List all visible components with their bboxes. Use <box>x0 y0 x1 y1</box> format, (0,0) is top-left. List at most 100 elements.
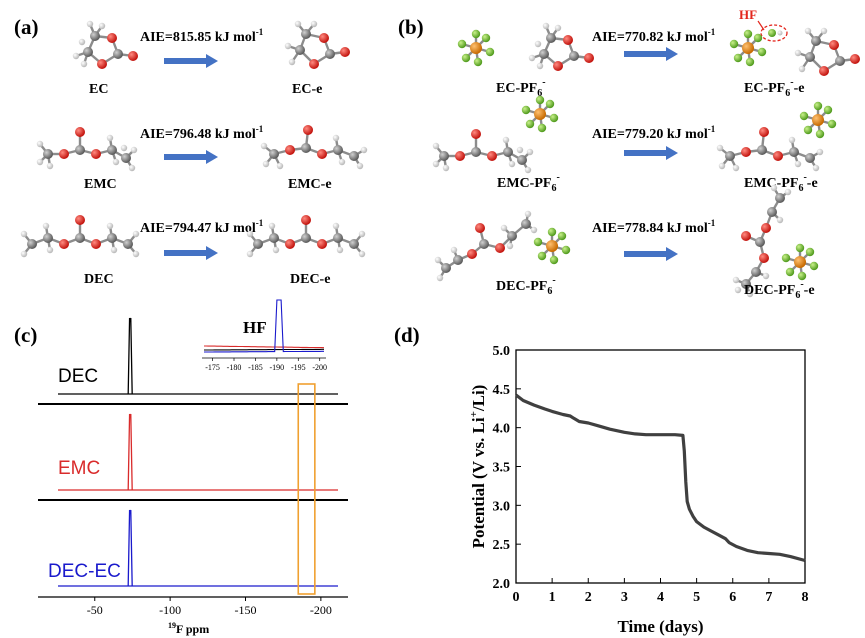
x-tick-label: 1 <box>549 590 556 605</box>
mol-dec-atom-h <box>110 246 118 254</box>
mol-emc-e-atom-o <box>317 149 327 159</box>
mol-dec <box>20 215 140 258</box>
pf6-emc-e-atom-f <box>799 111 809 121</box>
nmr-x-tick-label: -200 <box>310 603 332 617</box>
mol-dec-pf6-atom-o <box>495 243 505 253</box>
mol-ec-e-atom-o <box>309 59 319 69</box>
mol-emc-pf6-atom-h <box>432 160 440 168</box>
mol-emc-pf6-atom-h <box>524 166 532 174</box>
arrow-emc-pf6 <box>624 146 678 160</box>
x-tick-label: 3 <box>621 590 628 605</box>
y-tick-label: 5.0 <box>493 344 511 359</box>
mol-dec-atom-h <box>20 230 28 238</box>
mol-dec-pf6-e-atom-h <box>770 184 778 192</box>
pf6-dec-e-atom-p <box>794 256 806 268</box>
mol-dec-e-atom-h <box>332 222 340 230</box>
nmr-series-label: DEC-EC <box>48 561 121 582</box>
mol-emc-pf6-atom-o <box>455 151 465 161</box>
mol-dec-e-atom-c <box>253 239 263 249</box>
mol-dec-atom-h <box>132 250 140 258</box>
mol-ec-e-atom-o <box>340 47 350 57</box>
mol-emc-pf6-e-atom-h <box>716 144 724 152</box>
mol-dec-pf6-e-atom-h <box>746 290 754 298</box>
x-tick-label: 2 <box>585 590 592 605</box>
mol-ec-atom-h <box>86 20 94 28</box>
nmr-peak <box>127 317 133 395</box>
pf6-ec-atom-f <box>485 47 495 57</box>
mol-emc-atom-h <box>112 158 120 166</box>
mol-dec-e-atom-h <box>246 230 254 238</box>
mol-dec-pf6-atom-c <box>521 219 531 229</box>
mol-dec-atom-h <box>42 222 50 230</box>
hf-label: HF <box>739 7 757 22</box>
mol-dec-pf6-e-atom-c <box>755 237 765 247</box>
mol-emc-e-atom-c <box>349 151 359 161</box>
mol-emc-atom-o <box>59 149 69 159</box>
mol-emc-pf6-atom-c <box>439 151 449 161</box>
hf-highlight-ring <box>760 24 788 42</box>
x-tick-label: 8 <box>802 590 809 605</box>
mol-emc-atom-h <box>46 162 54 170</box>
pf6-dec-e <box>781 243 819 281</box>
mol-ec-pf6-label: EC-PF6- <box>496 77 546 99</box>
mol-emc-pf6-atom-h <box>526 148 534 156</box>
pf6-dec-e-atom-f <box>797 271 807 281</box>
mol-ec-pf6-e-atom-c <box>805 52 815 62</box>
inset-trace <box>204 348 324 351</box>
mol-emc-pf6-e-atom-h <box>732 164 740 172</box>
panel-c-label: (c) <box>14 323 37 347</box>
mol-dec-pf6-atom-o <box>475 223 485 233</box>
pf6-emc-e-atom-f <box>813 101 823 111</box>
mol-dec-pf6-e-atom-o <box>741 231 751 241</box>
x-tick-label: 6 <box>729 590 736 605</box>
mol-emc-e-atom-h <box>356 162 364 170</box>
mol-ec-atom-c <box>113 49 123 59</box>
mol-ec-pf6-atom-c <box>546 33 556 43</box>
mol-ec-e-atom-h <box>310 20 318 28</box>
mol-dec-e-atom-c <box>333 233 343 243</box>
mol-ec-pf6-atom-c <box>539 49 549 59</box>
mol-ec-e-atom-h <box>288 58 296 66</box>
y-axis-title: Potential (V vs. Li+/Li) <box>468 385 488 549</box>
x-tick-label: 0 <box>513 590 520 605</box>
mol-dec-pf6-e-atom-c <box>775 193 785 203</box>
mol-dec-e-atom-c <box>269 233 279 243</box>
mol-emc-pf6-atom-h <box>432 142 440 150</box>
mol-emc-pf6-atom-c <box>517 155 527 165</box>
inset-trace <box>204 345 325 349</box>
mol-ec-label: EC <box>89 82 108 97</box>
pf6-dec-atom-f <box>533 237 543 247</box>
mol-ec-pf6-atom-o <box>563 35 573 45</box>
mol-emc-atom-o <box>75 127 85 137</box>
mol-emc-pf6-e-atom-o <box>773 151 783 161</box>
pf6-ec-atom-f <box>471 29 481 39</box>
mol-dec-e-atom-h <box>358 230 366 238</box>
nmr-x-tick-label: -100 <box>159 603 181 617</box>
pf6-dec-e-atom-f <box>809 261 819 271</box>
pf6-ec-atom-f <box>481 33 491 43</box>
mol-dec-pf6-atom-c <box>479 239 489 249</box>
hf-hydrogen-atom <box>777 30 783 36</box>
pf6-ec-e-atom-f <box>743 29 753 39</box>
mol-ec-pf6-e-atom-h <box>794 49 802 57</box>
pf6-ec-atom-f <box>461 53 471 63</box>
mol-dec-pf6-e-atom-c <box>751 267 761 277</box>
mol-ec-e-atom-h <box>284 42 292 50</box>
mol-ec-atom-h <box>98 22 106 30</box>
mol-dec-e-atom-c <box>349 239 359 249</box>
mol-ec-atom-h <box>80 60 88 68</box>
mol-emc-e-atom-h <box>276 162 284 170</box>
y-tick-label: 4.5 <box>493 383 511 398</box>
nmr-peak <box>127 509 133 587</box>
mol-dec-pf6-atom-c <box>507 231 517 241</box>
pf6-dec-e-atom-f <box>795 243 805 253</box>
pf6-ec-e-atom-f <box>745 57 755 67</box>
mol-emc-e-atom-h <box>332 134 340 142</box>
mol-ec-pf6-atom-h <box>554 24 562 32</box>
mol-emc-pf6-e-atom-h <box>718 162 726 170</box>
mol-emc-e-atom-o <box>303 125 313 135</box>
mol-ec <box>72 20 138 69</box>
mol-dec-e-atom-h <box>246 250 254 258</box>
mol-emc-atom-c <box>43 149 53 159</box>
